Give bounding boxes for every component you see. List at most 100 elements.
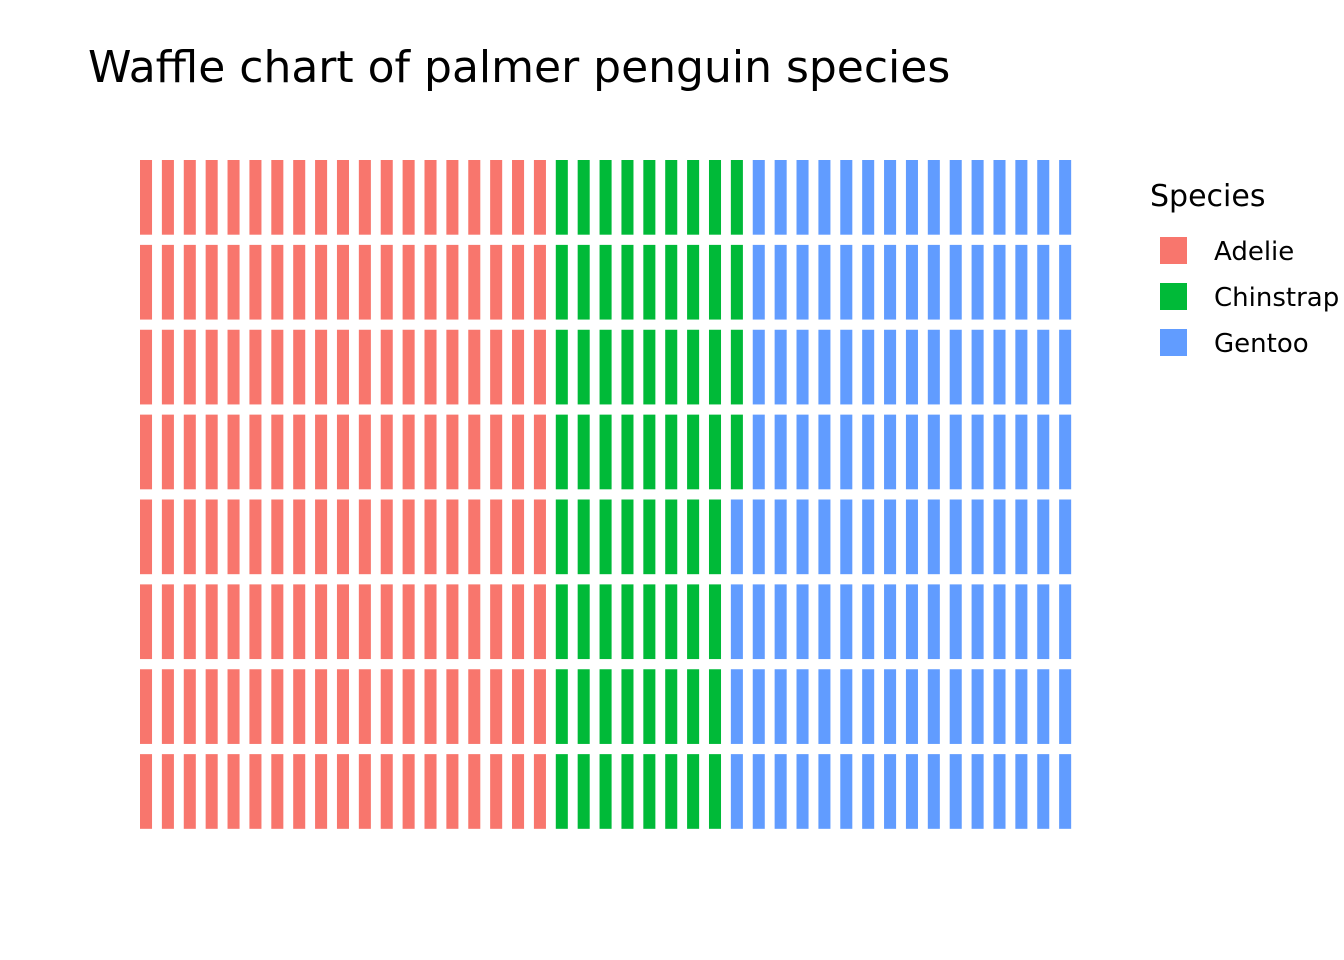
waffle-cell-adelie [336, 160, 349, 235]
waffle-cell-gentoo [993, 754, 1006, 829]
waffle-cell-chinstrap [708, 160, 722, 235]
waffle-cell-chinstrap [665, 669, 678, 744]
waffle-cell-gentoo [1015, 329, 1028, 405]
waffle-cell-adelie [468, 754, 481, 829]
waffle-cell-adelie [446, 754, 459, 829]
waffle-cell-gentoo [862, 584, 875, 660]
waffle-cell-adelie [380, 499, 393, 575]
waffle-cell-gentoo [774, 754, 787, 829]
waffle-cell-gentoo [862, 499, 875, 575]
waffle-cell-gentoo [971, 414, 984, 490]
waffle-cell-adelie [358, 584, 371, 660]
legend-label-gentoo: Gentoo [1214, 329, 1309, 359]
waffle-cell-chinstrap [687, 669, 700, 744]
waffle-cell-chinstrap [577, 499, 590, 575]
waffle-cell-gentoo [730, 584, 743, 660]
waffle-cell-gentoo [1037, 669, 1050, 744]
waffle-cell-adelie [183, 754, 196, 829]
waffle-cell-gentoo [971, 584, 984, 660]
chart-title: Waffle chart of palmer penguin species [88, 42, 950, 93]
waffle-cell-chinstrap [708, 414, 722, 490]
waffle-cell-chinstrap [665, 244, 678, 320]
waffle-cell-adelie [358, 329, 371, 405]
waffle-cell-gentoo [730, 499, 743, 575]
legend-label-adelie: Adelie [1214, 237, 1294, 267]
waffle-cell-gentoo [949, 414, 962, 490]
waffle-cell-gentoo [752, 584, 765, 660]
waffle-cell-adelie [249, 329, 262, 405]
waffle-cell-chinstrap [621, 329, 634, 405]
waffle-cell-chinstrap [555, 329, 568, 405]
waffle-cell-gentoo [905, 499, 918, 575]
waffle-cell-gentoo [927, 244, 940, 320]
waffle-cell-chinstrap [621, 160, 634, 235]
waffle-cell-adelie [512, 329, 525, 405]
waffle-cell-gentoo [774, 669, 787, 744]
waffle-cell-gentoo [818, 584, 831, 660]
waffle-cell-gentoo [1015, 160, 1028, 235]
waffle-cell-gentoo [1059, 414, 1072, 490]
legend: Species Adelie Chinstrap Gentoo [1150, 179, 1339, 359]
waffle-cell-chinstrap [730, 329, 743, 405]
waffle-cell-gentoo [796, 414, 809, 490]
waffle-cell-adelie [424, 414, 437, 490]
waffle-cell-chinstrap [599, 499, 612, 575]
waffle-cell-adelie [446, 669, 459, 744]
waffle-cell-gentoo [1037, 329, 1050, 405]
waffle-cell-adelie [402, 669, 415, 744]
waffle-cell-gentoo [884, 584, 897, 660]
waffle-cell-chinstrap [643, 244, 656, 320]
waffle-cell-chinstrap [708, 244, 722, 320]
waffle-cell-gentoo [796, 754, 809, 829]
waffle-cell-gentoo [949, 329, 962, 405]
waffle-cell-adelie [402, 414, 415, 490]
waffle-cell-gentoo [840, 244, 853, 320]
waffle-cell-adelie [358, 414, 371, 490]
waffle-cell-adelie [227, 754, 240, 829]
waffle-cell-chinstrap [555, 160, 568, 235]
waffle-cell-gentoo [949, 669, 962, 744]
waffle-cell-adelie [380, 754, 393, 829]
waffle-cell-adelie [271, 160, 284, 235]
waffle-cell-gentoo [862, 414, 875, 490]
waffle-cell-gentoo [949, 160, 962, 235]
waffle-cell-adelie [183, 499, 196, 575]
waffle-cell-adelie [424, 329, 437, 405]
waffle-cell-adelie [533, 669, 546, 744]
waffle-cell-chinstrap [555, 669, 568, 744]
waffle-cell-chinstrap [730, 160, 743, 235]
waffle-cell-gentoo [796, 160, 809, 235]
waffle-cell-gentoo [818, 244, 831, 320]
waffle-cell-adelie [490, 499, 503, 575]
waffle-cell-adelie [533, 414, 546, 490]
waffle-cell-gentoo [927, 584, 940, 660]
waffle-cell-adelie [315, 584, 328, 660]
legend-items: Adelie Chinstrap Gentoo [1160, 237, 1339, 359]
waffle-cell-adelie [271, 499, 284, 575]
waffle-cell-gentoo [752, 669, 765, 744]
waffle-cell-gentoo [1015, 414, 1028, 490]
waffle-cell-chinstrap [687, 754, 700, 829]
waffle-cell-adelie [293, 754, 306, 829]
waffle-cell-adelie [490, 414, 503, 490]
waffle-cell-adelie [402, 244, 415, 320]
waffle-cell-adelie [490, 329, 503, 405]
waffle-cell-gentoo [840, 414, 853, 490]
waffle-cell-adelie [293, 329, 306, 405]
waffle-cell-adelie [424, 160, 437, 235]
waffle-cell-adelie [161, 754, 174, 829]
waffle-cell-gentoo [884, 669, 897, 744]
waffle-cell-adelie [336, 499, 349, 575]
waffle-cell-adelie [512, 414, 525, 490]
waffle-cell-adelie [249, 584, 262, 660]
waffle-cell-adelie [512, 669, 525, 744]
waffle-cell-adelie [161, 414, 174, 490]
waffle-cell-gentoo [993, 244, 1006, 320]
waffle-cell-adelie [315, 669, 328, 744]
waffle-cell-gentoo [927, 329, 940, 405]
waffle-cell-adelie [140, 329, 153, 405]
waffle-cell-adelie [336, 669, 349, 744]
waffle-cell-adelie [293, 669, 306, 744]
waffle-cell-adelie [380, 160, 393, 235]
